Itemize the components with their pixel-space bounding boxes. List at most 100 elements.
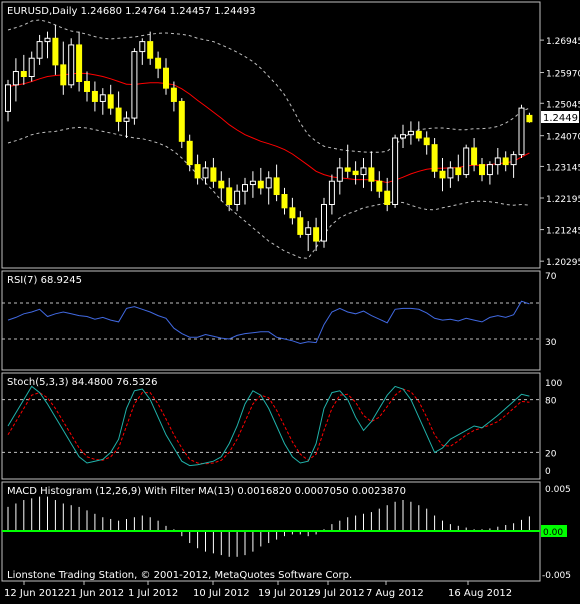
candle [68, 38, 75, 89]
candle-body [5, 84, 11, 112]
candle [502, 151, 509, 172]
candle-body [321, 203, 327, 242]
candle-body [107, 94, 114, 109]
candle [305, 221, 312, 252]
candle [447, 161, 454, 188]
macd-panel[interactable]: MACD Histogram (12,26,9) With Filter MA(… [1, 481, 571, 582]
date-tick-label: 21 Jun 2012 [64, 588, 124, 599]
price-panel[interactable]: EURUSD,Daily 1.24680 1.24764 1.24457 1.2… [1, 1, 580, 269]
candle-body [218, 180, 225, 189]
candle [249, 171, 256, 198]
rsi-tick-30: 30 [545, 338, 557, 348]
stoch-main-line [7, 385, 530, 467]
candle-body [400, 134, 406, 139]
candle-body [313, 227, 320, 242]
candle [107, 84, 114, 115]
candle-body [455, 167, 462, 176]
candle [344, 144, 351, 178]
rsi-tick-70: 70 [545, 272, 557, 282]
candle-body [360, 167, 367, 176]
candle-body [344, 167, 351, 172]
candle-body [226, 187, 233, 205]
candle-body [202, 167, 209, 179]
candle-body [155, 57, 162, 69]
candle-body [234, 190, 241, 205]
macd-histogram [7, 496, 530, 557]
stoch-signal-line [7, 388, 530, 465]
candle [36, 34, 43, 65]
candle [479, 157, 485, 182]
candlesticks [5, 24, 533, 252]
candle [289, 197, 296, 225]
candle-body [210, 167, 217, 182]
candle [202, 161, 209, 185]
candle [242, 177, 248, 205]
date-tick-label: 19 Jul 2012 [258, 588, 315, 599]
price-tick-label: 1.21245 [546, 227, 580, 237]
candle-body [28, 57, 35, 78]
candle-body [131, 51, 138, 119]
candle [265, 171, 272, 205]
candle-body [76, 44, 83, 82]
candle-body [20, 71, 27, 78]
candle-body [281, 194, 288, 209]
candle [186, 134, 193, 172]
candle-body [471, 147, 478, 166]
candle-body [463, 147, 470, 176]
candle [60, 41, 67, 95]
candle [471, 138, 478, 172]
price-tick-label: 1.23145 [546, 163, 580, 173]
date-tick-label: 1 Jul 2012 [128, 588, 178, 599]
date-tick-label: 10 Jul 2012 [193, 588, 250, 599]
candle [455, 154, 462, 182]
macd-tick-bottom: -0.005 [542, 571, 571, 581]
upper-band [7, 19, 530, 153]
candle [84, 71, 90, 102]
candle [131, 48, 138, 125]
stoch-tick-label: 20 [545, 449, 557, 459]
candle-body [415, 130, 422, 139]
candle-body [194, 164, 201, 179]
current-price-label: 1.24493 [543, 113, 580, 124]
price-tick-label: 1.22195 [546, 195, 580, 205]
price-y-axis: 1.26945 1.25970 1.25045 1.24070 1.23145 1.221… [540, 37, 580, 268]
macd-tick-top: 0.005 [545, 485, 571, 495]
candle-body [115, 107, 122, 122]
stoch-tick-label: 100 [545, 379, 562, 389]
candle [226, 177, 233, 212]
candle [297, 211, 304, 238]
date-axis: 12 Jun 2012 21 Jun 2012 1 Jul 2012 10 Jul 2… [4, 581, 512, 599]
price-tick-label: 1.20295 [546, 258, 580, 268]
current-price-marker: 1.24493 [541, 111, 580, 124]
candle-body [170, 87, 177, 102]
candle-body [376, 180, 383, 192]
candle [163, 58, 169, 95]
candle [139, 38, 146, 65]
candle [415, 121, 422, 142]
candle [52, 24, 59, 75]
rsi-panel[interactable]: RSI(7) 68.9245 70 30 [1, 270, 557, 371]
candle [99, 88, 106, 115]
stochastic-panel[interactable]: Stoch(5,3,3) 84.4800 76.5326 100 80 20 0 [1, 372, 562, 480]
candle [439, 157, 446, 192]
candle-body [139, 41, 146, 53]
candle [494, 147, 501, 175]
candle [376, 171, 383, 198]
candle-body [147, 41, 154, 59]
candle-body [178, 100, 185, 142]
candle-body [423, 137, 430, 146]
candle-body [479, 164, 485, 176]
candle [155, 51, 162, 79]
candle [328, 174, 335, 215]
candle [28, 51, 35, 82]
price-tick-label: 1.26945 [546, 37, 580, 47]
date-tick-label: 16 Aug 2012 [448, 588, 512, 599]
candle [147, 31, 154, 65]
rsi-path [7, 300, 530, 345]
date-tick-label: 7 Aug 2012 [366, 588, 424, 599]
candle-body [502, 157, 509, 166]
candle-body [328, 180, 335, 205]
candle-body [289, 207, 296, 219]
candle-body [439, 170, 446, 179]
